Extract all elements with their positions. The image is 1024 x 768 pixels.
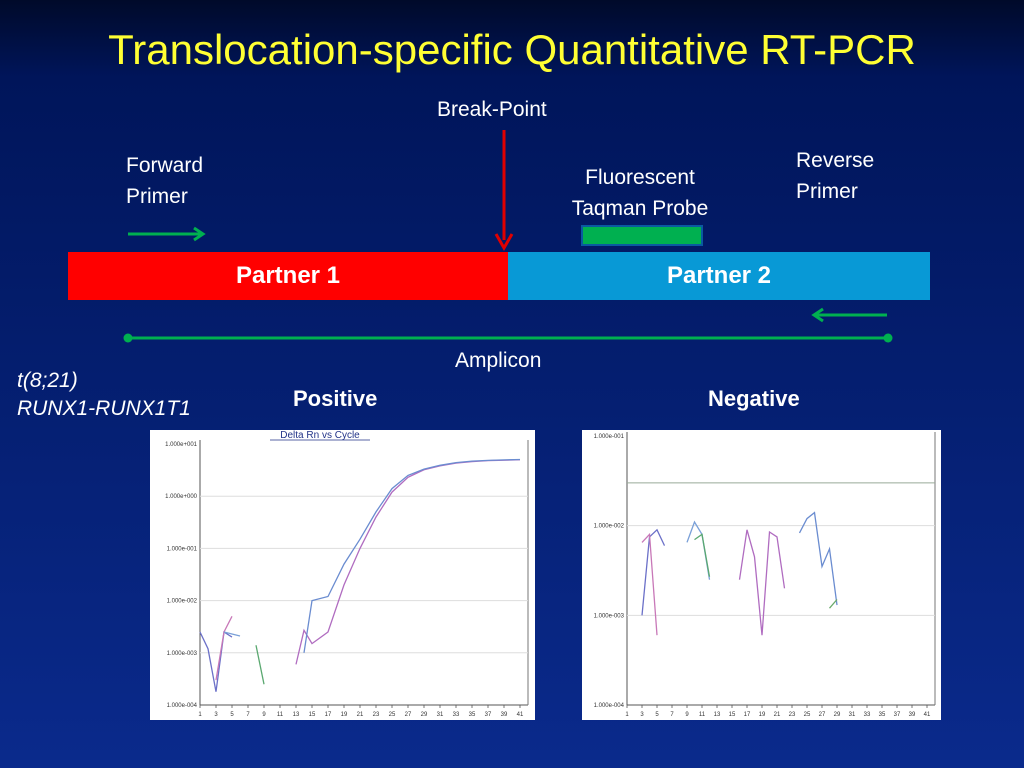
- positive-plot-x-tick-label: 13: [293, 712, 300, 718]
- positive-plot-series-line: [295, 459, 521, 665]
- positive-plot-x-tick-label: 21: [357, 712, 364, 718]
- positive-plot-x-tick-label: 33: [453, 712, 460, 718]
- negative-plot-svg: 1.000e-001 1.000e-002 1.000e-003 1.000e-004…: [594, 432, 936, 718]
- negative-plot-x-tick-label: 27: [819, 712, 826, 718]
- forward-primer-label-line1: Forward: [126, 154, 204, 177]
- taqman-probe-bar: [581, 225, 703, 246]
- negative-plot-x-tick-label: 19: [759, 712, 766, 718]
- forward-primer-arrow: [128, 226, 206, 242]
- negative-plot-y-tick-label: 1.000e-001: [594, 434, 625, 440]
- partner2-segment: Partner 2: [508, 252, 930, 300]
- reverse-primer-label-line1: Reverse: [796, 149, 875, 172]
- forward-primer-label-line2: Primer: [126, 185, 188, 208]
- positive-plot-x-tick-label: 9: [262, 712, 266, 718]
- positive-plot-y-tick-label: 1.000e-002: [167, 599, 198, 605]
- negative-label: Negative: [708, 386, 800, 411]
- positive-plot-y-tick-label: 1.000e+000: [165, 494, 198, 500]
- negative-plot-series-line: [829, 599, 838, 609]
- positive-plot-x-tick-label: 19: [341, 712, 348, 718]
- positive-plot-x-tick-label: 7: [246, 712, 250, 718]
- reverse-primer-arrow: [811, 307, 887, 323]
- negative-plot-series-line: [694, 533, 711, 577]
- negative-plot-x-tick-label: 25: [804, 712, 811, 718]
- fusion-gene-name: RUNX1-RUNX1T1: [17, 397, 191, 420]
- positive-plot-x-tick-label: 15: [309, 712, 316, 718]
- probe-label-line2: Taqman Probe: [571, 197, 709, 220]
- breakpoint-label: Break-Point: [437, 98, 547, 121]
- negative-plot-x-tick-label: 9: [685, 712, 689, 718]
- negative-amplification-plot: 1.000e-001 1.000e-002 1.000e-003 1.000e-004…: [582, 430, 941, 720]
- negative-plot-x-tick-label: 15: [729, 712, 736, 718]
- positive-plot-series-line: [255, 645, 265, 685]
- positive-plot-x-tick-label: 35: [469, 712, 476, 718]
- negative-plot-x-tick-label: 21: [774, 712, 781, 718]
- negative-plot-x-tick-label: 37: [894, 712, 901, 718]
- positive-plot-x-tick-label: 25: [389, 712, 396, 718]
- positive-plot-series-line: [303, 458, 521, 653]
- positive-plot-x-tick-label: 39: [501, 712, 508, 718]
- negative-plot-x-tick-label: 1: [625, 712, 629, 718]
- positive-plot-x-tick-label: 41: [517, 712, 524, 718]
- positive-plot-y-tick-label: 1.000e-003: [167, 651, 198, 657]
- positive-plot-x-tick-label: 11: [277, 712, 284, 718]
- positive-plot-svg: 1.000e+001 1.000e+000 1.000e-001 1.000e-002…: [165, 430, 529, 718]
- negative-plot-x-tick-label: 7: [670, 712, 674, 718]
- forward-primer-label: Forward Primer: [126, 150, 203, 212]
- positive-plot-x-tick-label: 23: [373, 712, 380, 718]
- positive-plot-y-tick-label: 1.000e-001: [167, 546, 198, 552]
- negative-plot-y-tick-label: 1.000e-002: [594, 524, 625, 530]
- positive-plot-title: Delta Rn vs Cycle: [280, 430, 360, 441]
- positive-plot-x-tick-label: 3: [214, 712, 218, 718]
- negative-plot-y-tick-label: 1.000e-004: [594, 703, 625, 709]
- partner1-segment: Partner 1: [68, 252, 508, 300]
- negative-plot-x-tick-label: 39: [909, 712, 916, 718]
- probe-label: Fluorescent Taqman Probe: [556, 162, 724, 224]
- amplicon-line: [123, 333, 893, 343]
- probe-label-line1: Fluorescent: [585, 166, 695, 189]
- negative-plot-x-tick-label: 33: [864, 712, 871, 718]
- positive-amplification-plot: 1.000e+001 1.000e+000 1.000e-001 1.000e-002…: [150, 430, 535, 720]
- breakpoint-arrow: [494, 130, 514, 252]
- positive-plot-x-tick-label: 1: [198, 712, 202, 718]
- negative-plot-x-tick-label: 41: [924, 712, 931, 718]
- translocation-label: t(8;21) RUNX1-RUNX1T1: [17, 367, 191, 423]
- amplicon-label: Amplicon: [455, 349, 542, 372]
- positive-plot-y-tick-label: 1.000e+001: [165, 442, 198, 448]
- negative-plot-x-tick-label: 31: [849, 712, 856, 718]
- positive-plot-x-tick-label: 17: [325, 712, 332, 718]
- negative-plot-x-tick-label: 11: [699, 712, 706, 718]
- negative-plot-x-tick-label: 13: [714, 712, 721, 718]
- negative-plot-series-line: [686, 520, 711, 580]
- positive-plot-x-tick-label: 31: [437, 712, 444, 718]
- positive-label: Positive: [293, 386, 378, 411]
- reverse-primer-label-line2: Primer: [796, 180, 858, 203]
- negative-plot-x-tick-label: 23: [789, 712, 796, 718]
- positive-plot-x-tick-label: 29: [421, 712, 428, 718]
- negative-plot-x-tick-label: 5: [655, 712, 659, 718]
- positive-plot-series-line: [223, 631, 241, 637]
- positive-plot-x-tick-label: 5: [230, 712, 234, 718]
- negative-plot-series-line: [738, 529, 786, 636]
- negative-plot-x-tick-label: 35: [879, 712, 886, 718]
- negative-plot-series-line: [798, 511, 838, 606]
- negative-plot-series-line: [641, 532, 658, 636]
- negative-plot-x-tick-label: 3: [640, 712, 644, 718]
- positive-plot-y-tick-label: 1.000e-004: [167, 703, 198, 709]
- negative-plot-y-tick-label: 1.000e-003: [594, 613, 625, 619]
- partner2-label: Partner 2: [666, 262, 772, 289]
- negative-plot-x-tick-label: 17: [744, 712, 751, 718]
- positive-plot-series-line: [199, 630, 233, 692]
- reverse-primer-label: Reverse Primer: [796, 145, 874, 207]
- negative-plot-series-line: [641, 528, 666, 616]
- negative-plot-x-tick-label: 29: [834, 712, 841, 718]
- slide-title: Translocation-specific Quantitative RT-P…: [108, 26, 916, 73]
- translocation-name: t(8;21): [17, 369, 78, 392]
- positive-plot-x-tick-label: 27: [405, 712, 412, 718]
- positive-plot-x-tick-label: 37: [485, 712, 492, 718]
- partner1-label: Partner 1: [235, 262, 341, 289]
